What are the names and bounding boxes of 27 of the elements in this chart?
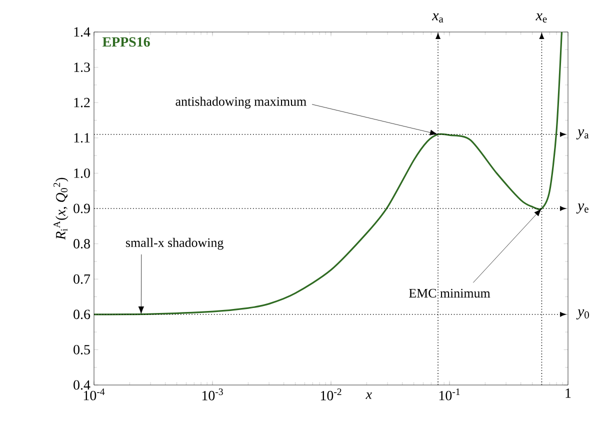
annotation: antishadowing maximum bbox=[176, 96, 306, 108]
y-tick-label: 0.9 bbox=[74, 204, 90, 214]
annotation: small-x shadowing bbox=[126, 238, 224, 250]
y-tick-label: 0.6 bbox=[74, 310, 90, 320]
x-axis-title: x bbox=[366, 392, 372, 399]
x-tick-label: 10$^{-3}$ bbox=[202, 388, 223, 400]
x-tick-label: 10$^{-1}$ bbox=[439, 388, 460, 400]
ref-line-label: y$_{0}$ bbox=[576, 309, 589, 320]
ref-line-label: x$_{a}$ bbox=[432, 13, 444, 23]
x-tick-label: 10$^{-4}$ bbox=[84, 388, 105, 400]
y-tick-label: 1.3 bbox=[74, 62, 90, 72]
y-tick-label: 0.4 bbox=[74, 380, 90, 390]
ref-line-label: x$_{e}$ bbox=[536, 13, 547, 23]
y-tick-label: 0.7 bbox=[74, 274, 90, 284]
x-tick-label: 1 bbox=[566, 388, 571, 398]
y-tick-label: 0.5 bbox=[74, 344, 90, 354]
y-tick-label: 1.2 bbox=[74, 98, 90, 108]
ref-line-label: y$_{e}$ bbox=[576, 203, 588, 214]
text: R$_{i}$$^{A}$(x, Q$_{0}$$^{2}$) bbox=[54, 178, 68, 240]
y-tick-label: 1.1 bbox=[74, 133, 90, 143]
annotation: EMC minimum bbox=[409, 288, 490, 298]
text: EPPS16 bbox=[102, 37, 150, 47]
y-tick-label: 0.8 bbox=[74, 239, 90, 249]
x-tick-label: 10$^{-2}$ bbox=[320, 388, 342, 400]
y-tick-label: 1.0 bbox=[74, 168, 90, 178]
ref-line-label: y$_{a}$ bbox=[576, 129, 589, 140]
y-tick-label: 1.4 bbox=[74, 27, 90, 37]
